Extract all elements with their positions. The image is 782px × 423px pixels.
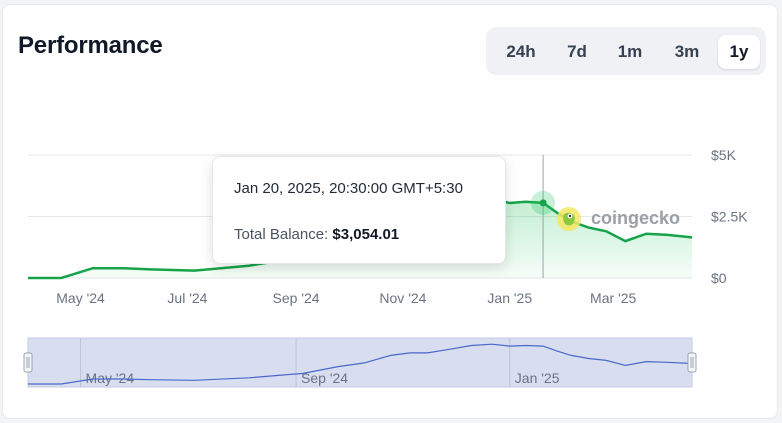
range-selector: 24h 7d 1m 3m 1y <box>486 27 766 75</box>
x-axis: May '24 Jul '24 Sep '24 Nov '24 Jan '25 Mar '… <box>56 290 636 306</box>
tooltip-balance-row: Total Balance: $3,054.01 <box>234 226 399 243</box>
x-tick-label: Sep '24 <box>273 290 320 306</box>
y-axis: $0 $2.5K $5K <box>711 147 748 286</box>
x-tick-label: Nov '24 <box>379 290 426 306</box>
x-tick-label: Jul '24 <box>167 290 207 306</box>
tooltip-date: Jan 20, 2025, 20:30:00 GMT+5:30 <box>234 180 463 197</box>
range-button-3m[interactable]: 3m <box>674 42 700 61</box>
x-tick-label: Jan '25 <box>487 290 532 306</box>
coingecko-watermark: coingecko <box>591 208 681 228</box>
page-title: Performance <box>18 32 163 59</box>
navigator-label: May '24 <box>86 370 135 386</box>
y-tick-label: $0 <box>711 270 727 286</box>
navigator-label: Jan '25 <box>515 370 560 386</box>
navigator-handle[interactable] <box>687 352 697 373</box>
tooltip-label: Total Balance: <box>234 226 329 243</box>
hover-marker <box>539 199 547 207</box>
range-button-7d[interactable]: 7d <box>567 42 587 61</box>
coingecko-logo-icon <box>556 206 582 232</box>
range-button-1m[interactable]: 1m <box>617 42 643 61</box>
navigator-handle[interactable] <box>23 352 33 373</box>
x-tick-label: May '24 <box>56 290 105 306</box>
range-navigator[interactable]: May '24 Sep '24 Jan '25 <box>23 337 697 388</box>
range-button-1y[interactable]: 1y <box>718 35 760 69</box>
x-tick-label: Mar '25 <box>590 290 636 306</box>
y-tick-label: $5K <box>711 147 737 163</box>
chart-tooltip: Jan 20, 2025, 20:30:00 GMT+5:30 Total Ba… <box>212 156 506 264</box>
y-tick-label: $2.5K <box>711 209 748 225</box>
range-button-24h[interactable]: 24h <box>506 42 536 61</box>
navigator-label: Sep '24 <box>301 370 348 386</box>
tooltip-value: $3,054.01 <box>332 226 400 243</box>
navigator-line <box>28 343 693 385</box>
